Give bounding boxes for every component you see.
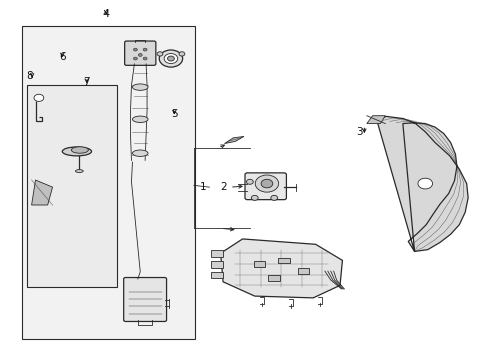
Circle shape bbox=[143, 57, 147, 60]
Circle shape bbox=[271, 195, 278, 201]
Ellipse shape bbox=[62, 147, 92, 156]
Bar bbox=[269, 275, 280, 281]
Bar bbox=[211, 250, 223, 257]
Polygon shape bbox=[367, 116, 385, 123]
Text: 1: 1 bbox=[200, 182, 207, 192]
Polygon shape bbox=[220, 239, 343, 298]
Polygon shape bbox=[376, 116, 468, 251]
Text: 3: 3 bbox=[356, 127, 363, 137]
Circle shape bbox=[164, 54, 178, 64]
FancyBboxPatch shape bbox=[123, 278, 167, 321]
Bar bbox=[278, 257, 290, 263]
Text: 7: 7 bbox=[83, 77, 90, 87]
Circle shape bbox=[143, 48, 147, 51]
Circle shape bbox=[179, 52, 185, 56]
Polygon shape bbox=[224, 136, 244, 144]
Bar bbox=[254, 261, 266, 267]
FancyBboxPatch shape bbox=[124, 41, 156, 65]
Bar bbox=[211, 261, 223, 267]
Polygon shape bbox=[31, 180, 52, 205]
Bar bbox=[211, 272, 223, 278]
Circle shape bbox=[138, 54, 142, 57]
Ellipse shape bbox=[132, 84, 148, 90]
Text: 8: 8 bbox=[26, 71, 33, 81]
Text: 6: 6 bbox=[59, 52, 66, 62]
Text: 5: 5 bbox=[171, 109, 178, 119]
Circle shape bbox=[159, 50, 183, 67]
Bar bbox=[22, 26, 195, 339]
Circle shape bbox=[246, 179, 253, 184]
Text: 4: 4 bbox=[102, 9, 110, 19]
Ellipse shape bbox=[132, 150, 148, 157]
FancyBboxPatch shape bbox=[245, 173, 287, 200]
Bar bbox=[297, 268, 309, 274]
Circle shape bbox=[418, 178, 433, 189]
Circle shape bbox=[34, 94, 44, 102]
Circle shape bbox=[133, 57, 137, 60]
Circle shape bbox=[251, 195, 258, 201]
Bar bbox=[27, 85, 117, 287]
Text: 2: 2 bbox=[220, 182, 226, 192]
Ellipse shape bbox=[75, 170, 83, 172]
Circle shape bbox=[133, 48, 137, 51]
Circle shape bbox=[255, 175, 279, 192]
Ellipse shape bbox=[72, 147, 88, 153]
Circle shape bbox=[157, 52, 163, 56]
Ellipse shape bbox=[132, 116, 148, 122]
Circle shape bbox=[168, 56, 174, 61]
Circle shape bbox=[261, 179, 273, 188]
